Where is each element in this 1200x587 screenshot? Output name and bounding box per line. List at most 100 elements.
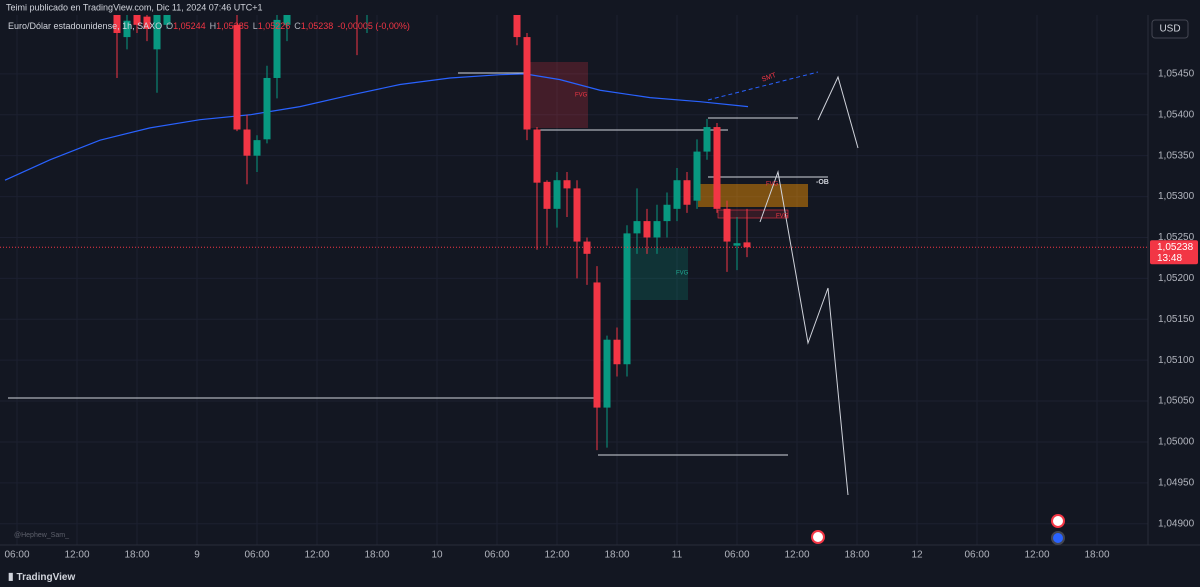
candle-body	[683, 180, 691, 205]
x-tick-label: 06:00	[4, 550, 29, 561]
candle-body	[613, 339, 621, 365]
x-tick-label: 18:00	[124, 550, 149, 561]
annotation: FVG	[776, 214, 789, 220]
annotation: SMT	[761, 72, 778, 84]
candle	[243, 114, 251, 185]
candle-body	[283, 15, 291, 25]
y-tick-label: 1,05200	[1158, 273, 1195, 284]
candle	[123, 15, 131, 50]
annotation: FVG	[676, 271, 689, 277]
candle-body	[573, 188, 581, 242]
candle	[723, 200, 731, 272]
event-icons	[811, 514, 1065, 545]
y-tick-label: 1,05100	[1158, 355, 1195, 366]
y-tick-label: 1,05250	[1158, 232, 1195, 243]
candle	[733, 217, 741, 271]
candle	[356, 15, 358, 56]
candle-body	[633, 221, 641, 234]
brand: ▮ TradingView	[8, 572, 75, 583]
candle-body	[123, 20, 131, 38]
candle-body	[693, 151, 701, 201]
x-tick-label: 12:00	[304, 550, 329, 561]
grid	[0, 15, 1148, 545]
candle-body	[273, 19, 281, 78]
brand-name: TradingView	[17, 572, 76, 583]
fvg-box	[717, 209, 789, 219]
y-tick-label: 1,05300	[1158, 191, 1195, 202]
y-tick-label: 1,04900	[1158, 518, 1195, 529]
candle-body	[593, 282, 601, 408]
projection	[759, 170, 849, 496]
candle-body	[663, 204, 671, 222]
x-tick-label: 18:00	[364, 550, 389, 561]
candle-body	[743, 242, 751, 248]
candle-body	[513, 15, 521, 38]
event-icon[interactable]	[1051, 531, 1065, 545]
candle	[693, 139, 701, 209]
x-tick-label: 12:00	[544, 550, 569, 561]
annotation: -OB	[816, 179, 829, 186]
x-tick-label: 12:00	[784, 550, 809, 561]
candle	[643, 208, 651, 254]
candle	[133, 15, 141, 33]
candle-body	[143, 16, 151, 29]
x-tick-label: 06:00	[484, 550, 509, 561]
x-tick-label: 06:00	[244, 550, 269, 561]
candle-body	[653, 221, 661, 238]
legend-key: L	[253, 21, 258, 31]
y-tick-label: 1,05050	[1158, 396, 1195, 407]
publisher: Teimi publicado en TradingView.com, Dic …	[6, 2, 263, 12]
last-price-label: 1,05238	[1157, 242, 1194, 253]
smt-line	[707, 71, 819, 101]
legend-key: O	[166, 21, 173, 31]
event-icon[interactable]	[811, 530, 825, 544]
candle-body	[133, 15, 141, 25]
series	[0, 15, 1148, 451]
x-tick-label: 06:00	[964, 550, 989, 561]
top-bar	[0, 0, 1200, 15]
candle-body	[533, 129, 541, 183]
candle	[533, 127, 541, 250]
candle	[713, 122, 721, 213]
candle-body	[523, 37, 531, 130]
candle	[583, 237, 591, 285]
candle-body	[603, 339, 611, 408]
candle	[563, 172, 571, 218]
legend-value: 1,05285	[216, 21, 249, 31]
candle	[143, 15, 151, 42]
candle	[113, 15, 121, 78]
legend: Euro/Dólar estadounidense, 1h, SAXO O 1,05…	[8, 21, 410, 31]
candle-body	[703, 127, 711, 152]
candle	[253, 135, 261, 173]
candle	[553, 172, 561, 228]
x-tick-label: 18:00	[1084, 550, 1109, 561]
candle	[153, 15, 161, 93]
candle	[513, 15, 521, 46]
candle	[573, 180, 581, 279]
currency-button[interactable]	[1151, 19, 1189, 39]
fvg-box	[528, 62, 588, 128]
price-axis	[1148, 0, 1200, 587]
fvg-box	[628, 248, 688, 300]
candle-body	[263, 77, 271, 140]
plot-area	[0, 15, 1148, 496]
candle	[633, 188, 641, 254]
candle	[623, 225, 631, 377]
x-tick-label: 11	[672, 550, 683, 561]
y-tick-label: 1,04950	[1158, 477, 1195, 488]
candle-body	[113, 15, 121, 33]
candle-body	[623, 233, 631, 365]
x-tick-label: 18:00	[844, 550, 869, 561]
legend-title: Euro/Dólar estadounidense, 1h, SAXO	[8, 21, 162, 31]
candle	[593, 266, 601, 451]
candle	[683, 172, 691, 213]
x-tick-label: 10	[431, 550, 443, 561]
event-icon[interactable]	[1051, 514, 1065, 528]
y-tick-label: 1,05350	[1158, 150, 1195, 161]
currency[interactable]: USD	[1159, 24, 1180, 35]
candle	[703, 118, 711, 160]
candle	[273, 15, 281, 99]
candle	[613, 327, 621, 377]
legend-value: 1,05226	[258, 21, 291, 31]
moving-average	[4, 73, 749, 181]
